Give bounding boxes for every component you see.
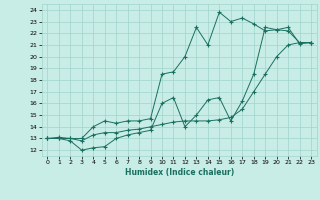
X-axis label: Humidex (Indice chaleur): Humidex (Indice chaleur): [124, 168, 234, 177]
